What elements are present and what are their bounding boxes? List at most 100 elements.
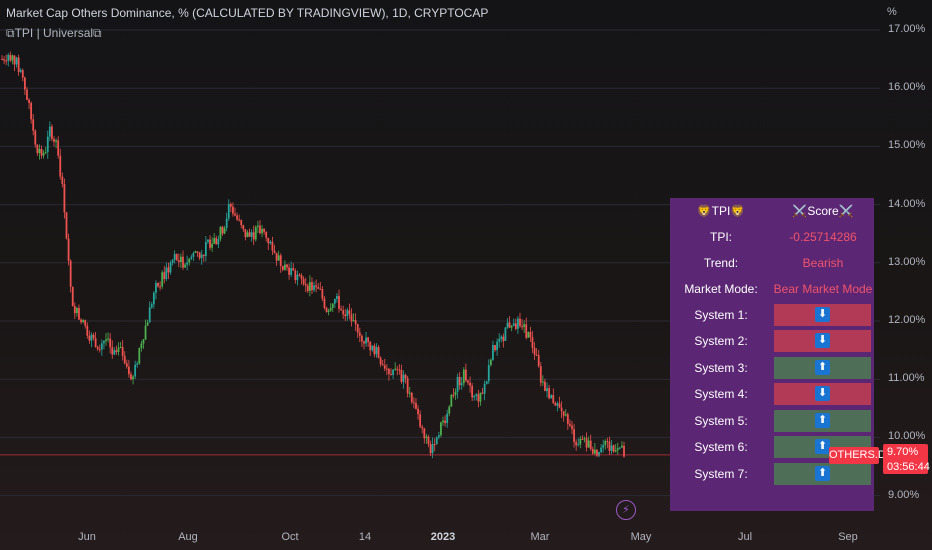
candle [134,360,137,380]
candle [464,363,467,383]
candle [161,270,164,289]
candle [575,439,578,451]
candle [34,129,37,148]
last-price-value: 9.70% [887,446,919,458]
candle [30,101,33,124]
candle [261,224,263,238]
candle [385,363,388,376]
candle [508,316,511,329]
tpi-score-value: -0.25714286 [789,230,857,244]
candle [323,295,326,310]
candle [209,235,211,251]
candle [42,149,45,159]
candle [265,231,268,242]
candle [367,336,370,347]
system-signal-cell: ⬆ [774,357,871,379]
candle [377,345,380,359]
candle [94,331,97,348]
candle [67,233,70,266]
candle [163,265,166,284]
candle [585,432,588,452]
candle [623,441,625,458]
candle [456,373,459,399]
candle [419,410,422,429]
candle [612,444,615,453]
candle [98,344,101,353]
candle [130,371,132,381]
candle [373,343,376,358]
candle [614,443,617,453]
candle [107,332,109,343]
candle [454,388,457,401]
tpi-trend-label: Trend: [703,256,739,270]
candle [388,367,390,381]
candle [177,253,180,268]
arrow-down-icon: ⬇ [815,333,830,348]
candle [244,229,247,241]
candle [207,239,209,245]
candle [546,382,548,398]
candle [200,249,203,265]
candle [583,436,586,443]
candle [140,340,143,352]
candle [192,251,195,261]
candle [506,318,509,329]
candle [40,145,43,159]
candle [591,446,594,455]
candle [475,392,478,401]
lightning-icon[interactable]: ⚡ [616,500,636,520]
candle [3,56,5,65]
symbol-tag[interactable]: OTHERS.D [829,447,886,464]
candle [350,308,353,327]
candle [421,424,424,434]
indicator-label[interactable]: ⧉TPI | Universal⧉ [6,26,102,40]
candle [73,302,76,319]
candle [471,382,474,402]
price-tick-label: 16.00% [888,81,926,94]
price-scale-unit[interactable]: % [887,6,897,18]
candle [600,443,603,454]
tpi-header-row: 🦁TPI🦁 ⚔️Score⚔️ [670,198,874,224]
candle [360,334,363,347]
arrow-down-icon: ⬇ [815,307,830,322]
candle [517,316,519,334]
system-signal-cell: ⬇ [774,383,871,405]
candle [9,51,12,63]
candle [479,392,482,406]
candle [146,319,149,326]
candle [204,236,207,262]
candle [336,293,338,303]
candle [329,303,332,312]
tpi-trend-value: Bearish [802,256,844,270]
last-price-badge[interactable]: 9.70% 03:56:44 [883,444,930,474]
candle [21,68,24,82]
candle [406,375,409,398]
candle [333,298,336,308]
candle [19,68,22,74]
arrow-up-icon: ⬆ [815,413,830,428]
candle [496,338,499,356]
candle [186,255,189,271]
candle [440,421,442,438]
candle [59,148,62,180]
candle [338,289,340,313]
candle [356,323,359,338]
candle [485,380,488,385]
candle [55,138,57,149]
candle [279,253,282,273]
candle [267,237,270,251]
candle [500,335,503,343]
candle [277,250,280,261]
candle [294,268,297,284]
candle [7,52,10,67]
candle [202,254,205,262]
candle [558,396,561,409]
candle [573,423,575,448]
candle [46,130,49,159]
candle [242,224,245,232]
candle [498,333,501,348]
candle [96,345,99,352]
candle [564,409,567,417]
candle [136,361,139,368]
